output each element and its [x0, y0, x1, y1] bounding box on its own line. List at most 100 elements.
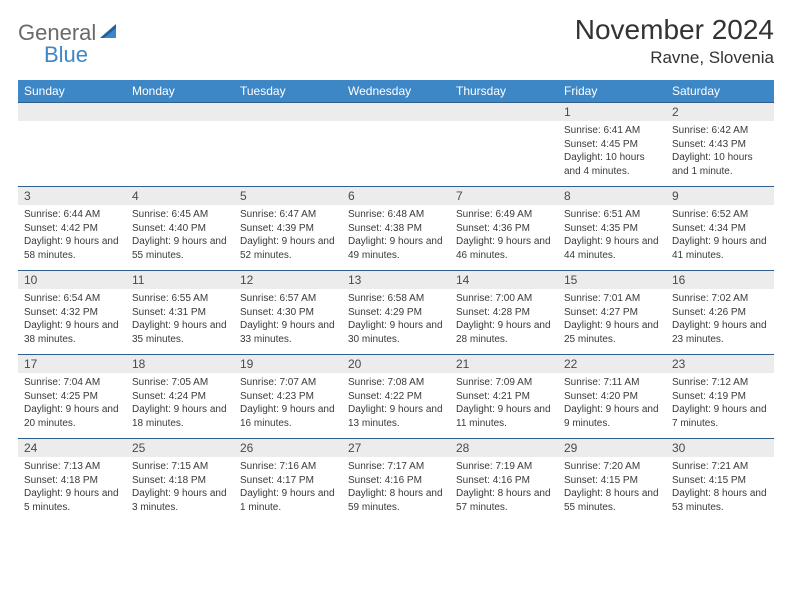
day-number: 18 — [126, 355, 234, 373]
day-details: Sunrise: 6:47 AMSunset: 4:39 PMDaylight:… — [234, 205, 342, 270]
sunset-text: Sunset: 4:25 PM — [24, 390, 120, 404]
month-title: November 2024 — [575, 14, 774, 46]
sunrise-text: Sunrise: 6:42 AM — [672, 124, 768, 138]
day-number: 20 — [342, 355, 450, 373]
daylight-text: Daylight: 8 hours and 59 minutes. — [348, 487, 444, 514]
day-details: Sunrise: 6:42 AMSunset: 4:43 PMDaylight:… — [666, 121, 774, 186]
sunset-text: Sunset: 4:16 PM — [348, 474, 444, 488]
day-number: 24 — [18, 439, 126, 457]
sunrise-text: Sunrise: 7:15 AM — [132, 460, 228, 474]
sunrise-text: Sunrise: 7:12 AM — [672, 376, 768, 390]
day-cell: 17Sunrise: 7:04 AMSunset: 4:25 PMDayligh… — [18, 355, 126, 439]
daylight-text: Daylight: 9 hours and 35 minutes. — [132, 319, 228, 346]
day-details: Sunrise: 6:51 AMSunset: 4:35 PMDaylight:… — [558, 205, 666, 270]
weekday-header: Tuesday — [234, 80, 342, 103]
day-number: 25 — [126, 439, 234, 457]
brand-text-blue: Blue — [44, 42, 88, 68]
empty-daynum — [342, 103, 450, 121]
sunset-text: Sunset: 4:19 PM — [672, 390, 768, 404]
sunrise-text: Sunrise: 6:51 AM — [564, 208, 660, 222]
day-number: 11 — [126, 271, 234, 289]
day-number: 29 — [558, 439, 666, 457]
sunrise-text: Sunrise: 7:07 AM — [240, 376, 336, 390]
sunset-text: Sunset: 4:17 PM — [240, 474, 336, 488]
day-details: Sunrise: 6:57 AMSunset: 4:30 PMDaylight:… — [234, 289, 342, 354]
day-cell: 27Sunrise: 7:17 AMSunset: 4:16 PMDayligh… — [342, 439, 450, 523]
day-number: 4 — [126, 187, 234, 205]
sunset-text: Sunset: 4:24 PM — [132, 390, 228, 404]
sunrise-text: Sunrise: 6:54 AM — [24, 292, 120, 306]
day-number: 13 — [342, 271, 450, 289]
daylight-text: Daylight: 10 hours and 4 minutes. — [564, 151, 660, 178]
empty-body — [18, 121, 126, 177]
weekday-header: Friday — [558, 80, 666, 103]
daylight-text: Daylight: 9 hours and 25 minutes. — [564, 319, 660, 346]
sunset-text: Sunset: 4:38 PM — [348, 222, 444, 236]
empty-daynum — [126, 103, 234, 121]
day-number: 22 — [558, 355, 666, 373]
day-number: 19 — [234, 355, 342, 373]
day-cell: 2Sunrise: 6:42 AMSunset: 4:43 PMDaylight… — [666, 103, 774, 187]
day-number: 17 — [18, 355, 126, 373]
sunset-text: Sunset: 4:20 PM — [564, 390, 660, 404]
day-details: Sunrise: 7:17 AMSunset: 4:16 PMDaylight:… — [342, 457, 450, 522]
daylight-text: Daylight: 9 hours and 11 minutes. — [456, 403, 552, 430]
day-cell: 15Sunrise: 7:01 AMSunset: 4:27 PMDayligh… — [558, 271, 666, 355]
daylight-text: Daylight: 9 hours and 3 minutes. — [132, 487, 228, 514]
sunrise-text: Sunrise: 6:47 AM — [240, 208, 336, 222]
sunrise-text: Sunrise: 7:13 AM — [24, 460, 120, 474]
day-cell: 24Sunrise: 7:13 AMSunset: 4:18 PMDayligh… — [18, 439, 126, 523]
sunrise-text: Sunrise: 6:41 AM — [564, 124, 660, 138]
empty-body — [450, 121, 558, 177]
empty-body — [342, 121, 450, 177]
sunrise-text: Sunrise: 7:20 AM — [564, 460, 660, 474]
sunset-text: Sunset: 4:15 PM — [564, 474, 660, 488]
day-details: Sunrise: 7:00 AMSunset: 4:28 PMDaylight:… — [450, 289, 558, 354]
empty-body — [126, 121, 234, 177]
sunrise-text: Sunrise: 6:57 AM — [240, 292, 336, 306]
sunset-text: Sunset: 4:16 PM — [456, 474, 552, 488]
location-label: Ravne, Slovenia — [575, 48, 774, 68]
day-cell: 5Sunrise: 6:47 AMSunset: 4:39 PMDaylight… — [234, 187, 342, 271]
day-cell: 4Sunrise: 6:45 AMSunset: 4:40 PMDaylight… — [126, 187, 234, 271]
sunrise-text: Sunrise: 7:09 AM — [456, 376, 552, 390]
day-details: Sunrise: 7:04 AMSunset: 4:25 PMDaylight:… — [18, 373, 126, 438]
sunrise-text: Sunrise: 6:44 AM — [24, 208, 120, 222]
day-details: Sunrise: 7:20 AMSunset: 4:15 PMDaylight:… — [558, 457, 666, 522]
weekday-header: Thursday — [450, 80, 558, 103]
day-number: 5 — [234, 187, 342, 205]
day-cell: 16Sunrise: 7:02 AMSunset: 4:26 PMDayligh… — [666, 271, 774, 355]
sunset-text: Sunset: 4:43 PM — [672, 138, 768, 152]
day-details: Sunrise: 7:19 AMSunset: 4:16 PMDaylight:… — [450, 457, 558, 522]
calendar-week-row: 1Sunrise: 6:41 AMSunset: 4:45 PMDaylight… — [18, 103, 774, 187]
day-details: Sunrise: 6:52 AMSunset: 4:34 PMDaylight:… — [666, 205, 774, 270]
day-details: Sunrise: 7:02 AMSunset: 4:26 PMDaylight:… — [666, 289, 774, 354]
sunrise-text: Sunrise: 7:04 AM — [24, 376, 120, 390]
sunset-text: Sunset: 4:21 PM — [456, 390, 552, 404]
day-details: Sunrise: 7:21 AMSunset: 4:15 PMDaylight:… — [666, 457, 774, 522]
day-details: Sunrise: 6:55 AMSunset: 4:31 PMDaylight:… — [126, 289, 234, 354]
day-number: 12 — [234, 271, 342, 289]
weekday-header-row: Sunday Monday Tuesday Wednesday Thursday… — [18, 80, 774, 103]
sunset-text: Sunset: 4:15 PM — [672, 474, 768, 488]
sunset-text: Sunset: 4:40 PM — [132, 222, 228, 236]
day-cell: 10Sunrise: 6:54 AMSunset: 4:32 PMDayligh… — [18, 271, 126, 355]
daylight-text: Daylight: 9 hours and 28 minutes. — [456, 319, 552, 346]
daylight-text: Daylight: 9 hours and 9 minutes. — [564, 403, 660, 430]
day-details: Sunrise: 6:58 AMSunset: 4:29 PMDaylight:… — [342, 289, 450, 354]
day-cell: 21Sunrise: 7:09 AMSunset: 4:21 PMDayligh… — [450, 355, 558, 439]
sunrise-text: Sunrise: 6:48 AM — [348, 208, 444, 222]
daylight-text: Daylight: 10 hours and 1 minute. — [672, 151, 768, 178]
day-cell: 20Sunrise: 7:08 AMSunset: 4:22 PMDayligh… — [342, 355, 450, 439]
sunrise-text: Sunrise: 7:05 AM — [132, 376, 228, 390]
daylight-text: Daylight: 9 hours and 33 minutes. — [240, 319, 336, 346]
daylight-text: Daylight: 9 hours and 38 minutes. — [24, 319, 120, 346]
empty-daynum — [450, 103, 558, 121]
day-details: Sunrise: 7:13 AMSunset: 4:18 PMDaylight:… — [18, 457, 126, 522]
day-cell: 1Sunrise: 6:41 AMSunset: 4:45 PMDaylight… — [558, 103, 666, 187]
sunrise-text: Sunrise: 7:19 AM — [456, 460, 552, 474]
daylight-text: Daylight: 9 hours and 30 minutes. — [348, 319, 444, 346]
day-number: 6 — [342, 187, 450, 205]
daylight-text: Daylight: 9 hours and 46 minutes. — [456, 235, 552, 262]
day-number: 3 — [18, 187, 126, 205]
